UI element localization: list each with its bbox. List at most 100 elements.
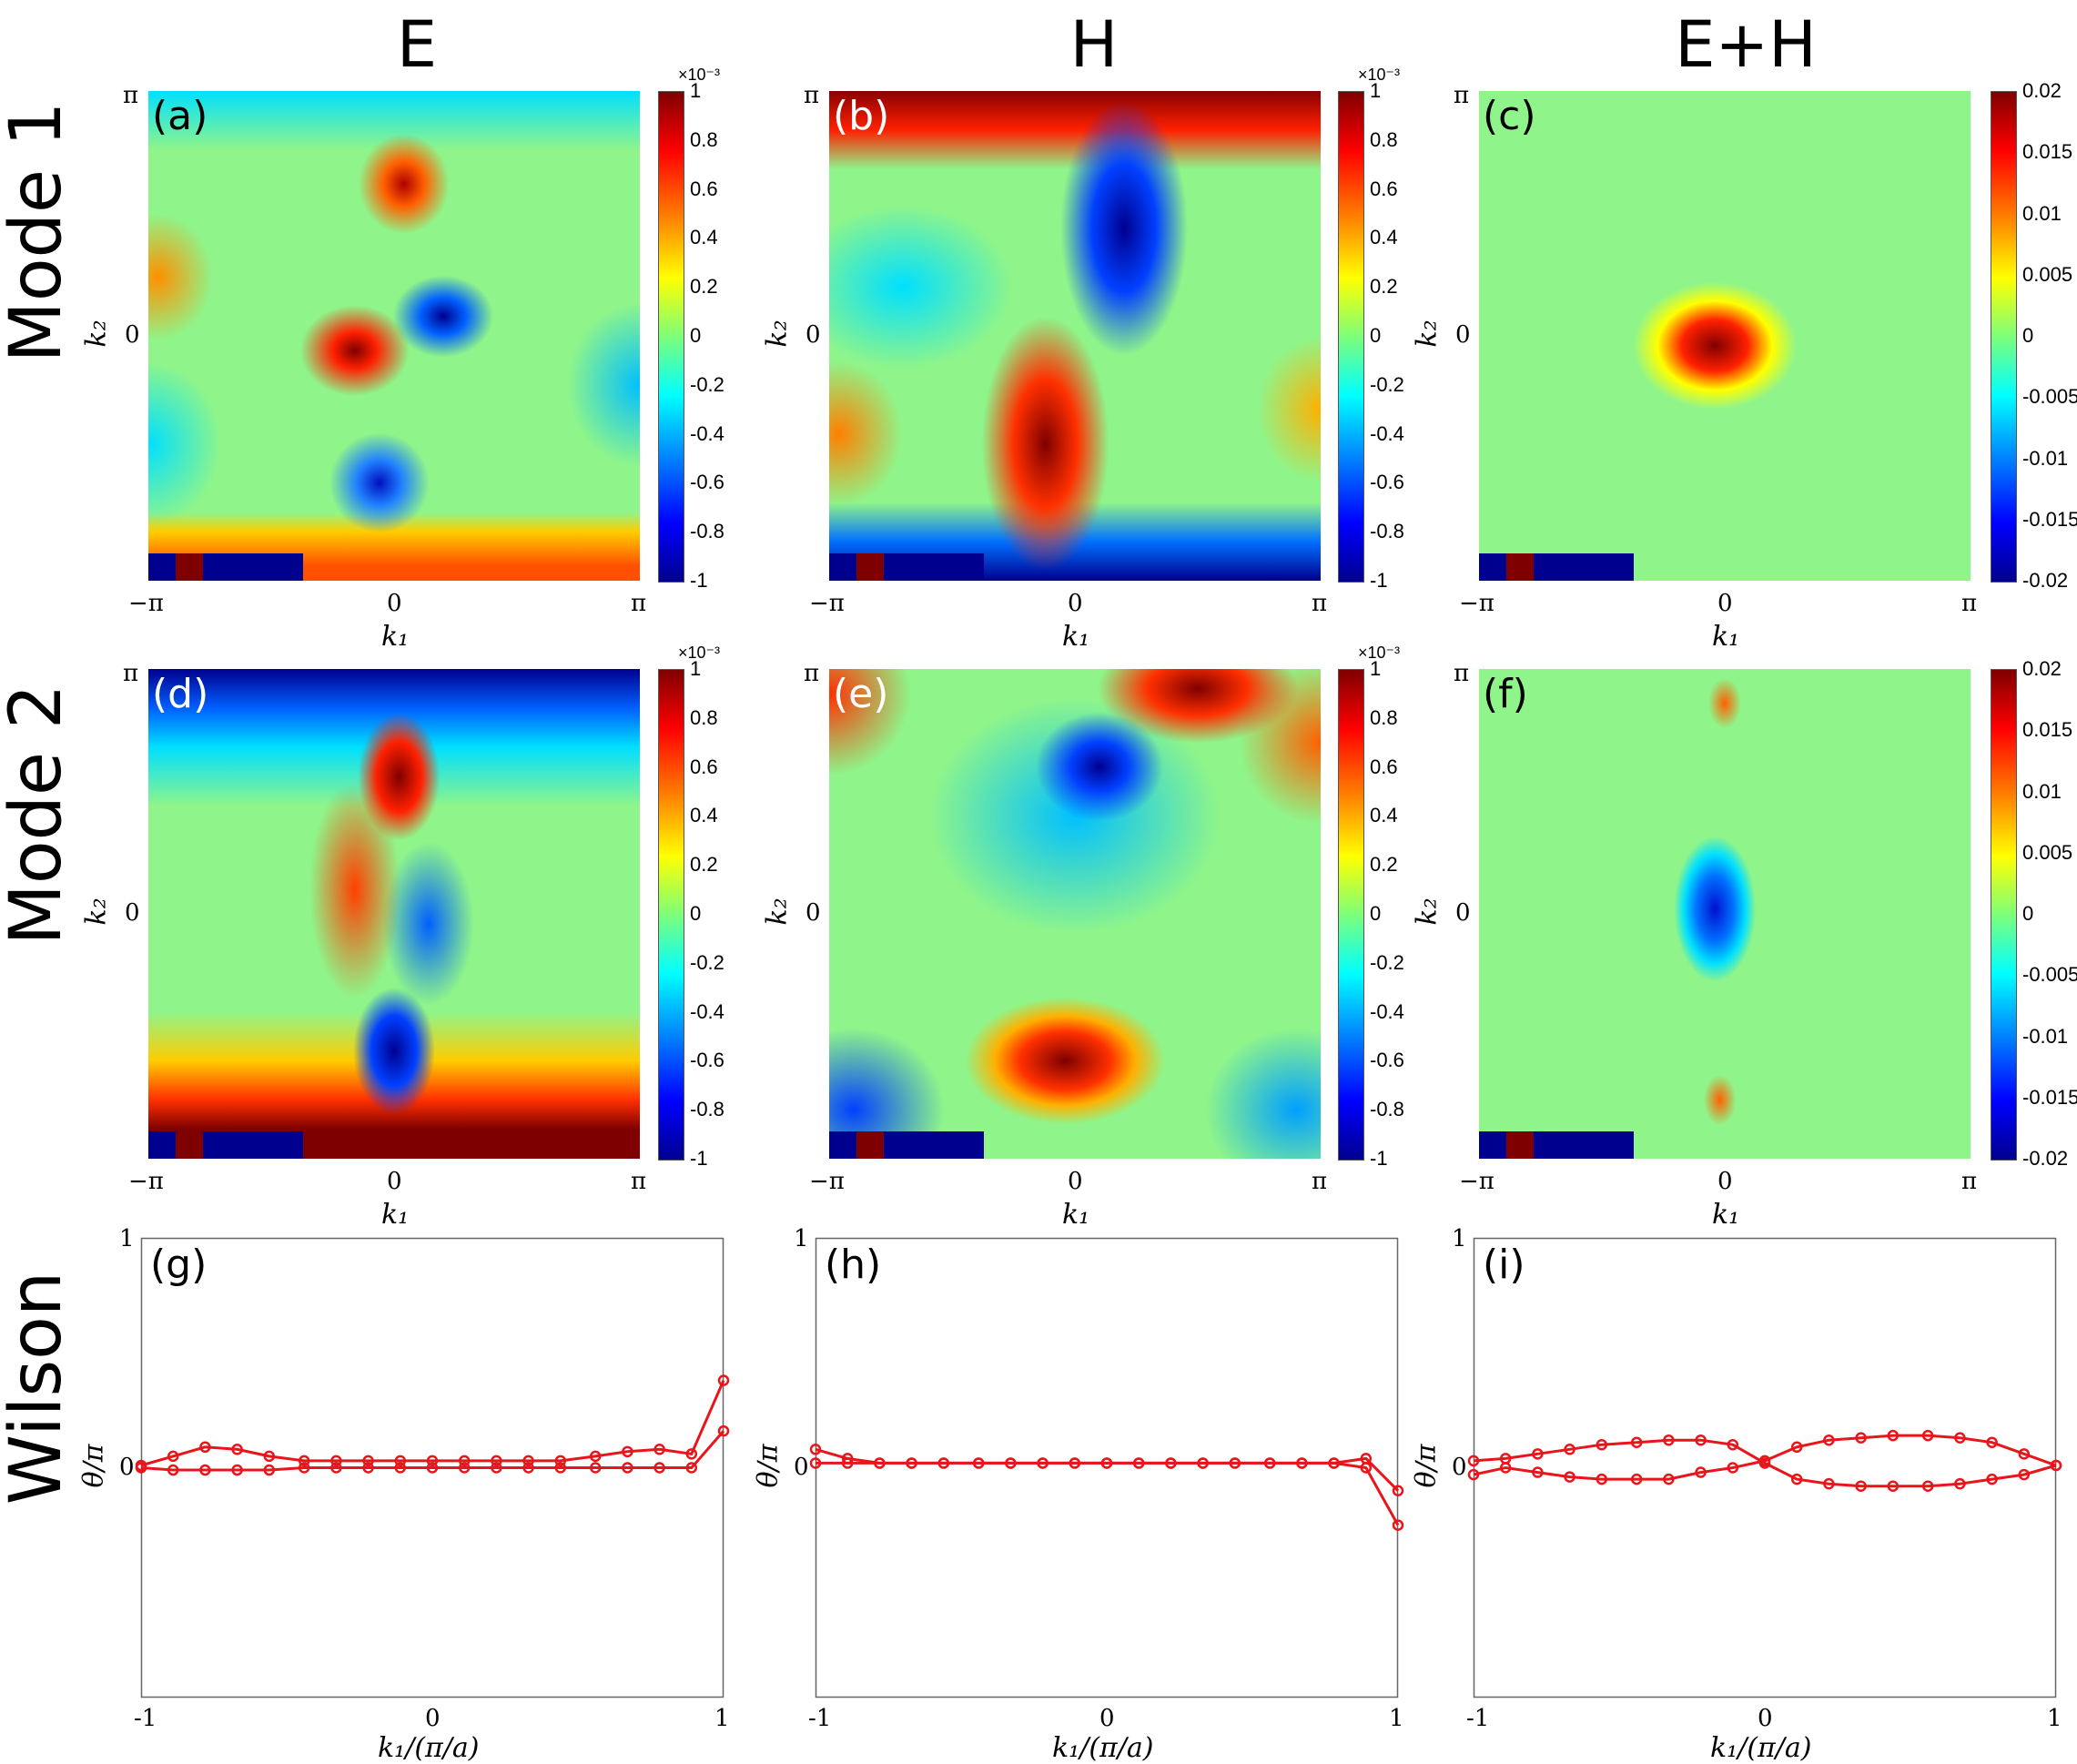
wilson-series-line-2 — [1473, 1434, 2057, 1481]
wilson-point — [362, 1455, 374, 1467]
wilson-point — [491, 1455, 502, 1467]
x-tick-label: π — [1961, 1168, 1978, 1195]
wilson-point — [231, 1464, 243, 1476]
x-tick-label: −π — [809, 590, 845, 617]
panel-label: (e) — [833, 671, 889, 717]
colorbar-tick-label: -0.005 — [2022, 385, 2077, 409]
wilson-point — [2050, 1459, 2062, 1472]
x-tick-label: 0 — [425, 1705, 441, 1732]
y-tick-label: π — [1454, 82, 1470, 109]
colorbar-tick-label: -1 — [690, 1147, 708, 1170]
y-axis-label: k₂ — [80, 897, 113, 926]
row-title-mode1: Mode 1 — [0, 101, 77, 363]
colorbar-tick-label: -0.015 — [2022, 1085, 2077, 1109]
wilson-point — [522, 1455, 534, 1467]
wilson-point — [1790, 1473, 1803, 1485]
y-axis-label: k₂ — [761, 319, 794, 348]
heatmap-e — [829, 669, 1321, 1159]
x-tick-label: 0 — [387, 1168, 402, 1195]
wilson-point — [653, 1444, 665, 1455]
colorbar-tick-label: -0.02 — [2022, 1147, 2069, 1170]
row-title-wilson: Wilson — [0, 1271, 77, 1505]
wilson-point — [362, 1462, 374, 1474]
panel-label: (g) — [150, 1242, 208, 1288]
heatmap-artifact-blocks — [1479, 1131, 1652, 1159]
colorbar-tick-label: -0.4 — [690, 421, 724, 445]
wilson-point — [1005, 1457, 1017, 1469]
wilson-plot-g — [135, 1237, 730, 1698]
heatmap-d — [148, 669, 640, 1159]
y-axis-label: k₂ — [1411, 319, 1444, 348]
wilson-point — [1887, 1429, 1900, 1442]
wilson-point — [874, 1457, 886, 1469]
wilson-point — [1727, 1462, 1739, 1474]
wilson-point — [1165, 1457, 1177, 1469]
colorbar-tick-label: -0.4 — [1370, 999, 1404, 1023]
wilson-point — [167, 1464, 179, 1476]
colorbar-tick-label: 0.2 — [690, 275, 718, 299]
x-tick-label: 0 — [1068, 1168, 1083, 1195]
colorbar-tick-label: 0.6 — [690, 177, 718, 200]
x-tick-label: π — [1961, 590, 1978, 617]
y-tick-label: 0 — [119, 1453, 135, 1481]
colorbar-tick-label: -0.015 — [2022, 507, 2077, 531]
y-tick-label: 0 — [805, 899, 821, 927]
colorbar-tick-label: -0.6 — [1370, 1049, 1404, 1072]
wilson-point — [394, 1462, 407, 1474]
colorbar-tick-label: 0 — [1370, 902, 1382, 925]
heatmap-c — [1479, 91, 1971, 581]
colorbar-tick-label: 0.01 — [2022, 201, 2062, 225]
y-tick-label: 0 — [125, 899, 140, 927]
panel-label: (d) — [152, 671, 209, 717]
wilson-point — [1197, 1457, 1209, 1469]
panel-label: (h) — [825, 1242, 882, 1288]
y-tick-label: 1 — [794, 1225, 809, 1252]
wilson-point — [1596, 1439, 1608, 1451]
y-axis-label: θ/π — [1410, 1444, 1443, 1487]
colorbar-tick-label: 0.015 — [2022, 140, 2073, 164]
colorbar-tick-label: 0.6 — [1370, 177, 1398, 200]
colorbar-tick-label: 0.2 — [690, 853, 718, 877]
wilson-point — [1532, 1448, 1544, 1460]
wilson-point — [199, 1464, 211, 1476]
colorbar-tick-label: -0.8 — [690, 520, 724, 543]
wilson-point — [263, 1450, 276, 1463]
wilson-point — [458, 1455, 471, 1467]
colorbar-tick-label: -0.8 — [1370, 520, 1404, 543]
colorbar-tick-label: 0.8 — [690, 705, 718, 729]
x-tick-label: 0 — [1099, 1705, 1115, 1732]
y-tick-label: 0 — [125, 321, 140, 349]
wilson-point — [426, 1462, 439, 1474]
x-axis-label: k₁ — [1062, 621, 1090, 653]
wilson-point — [394, 1455, 407, 1467]
colorbar-tick-label: 0.01 — [2022, 779, 2062, 803]
x-tick-label: 0 — [387, 590, 402, 617]
x-tick-label: -1 — [808, 1705, 832, 1732]
colorbar-tick-label: 1 — [690, 657, 702, 680]
wilson-point — [685, 1448, 698, 1460]
wilson-point — [589, 1450, 602, 1463]
wilson-point — [1954, 1477, 1966, 1490]
wilson-point — [2018, 1468, 2031, 1481]
colorbar — [1338, 91, 1364, 583]
panel-label: (b) — [833, 93, 890, 139]
y-axis-label: θ/π — [77, 1444, 110, 1487]
y-axis-label: θ/π — [752, 1444, 785, 1487]
wilson-point — [263, 1464, 276, 1476]
x-tick-label: 1 — [2047, 1705, 2062, 1732]
colorbar-tick-label: 0.8 — [1370, 705, 1398, 729]
wilson-point — [1467, 1455, 1480, 1467]
wilson-point — [1229, 1457, 1241, 1469]
wilson-point — [1887, 1480, 1900, 1492]
colorbar-tick-label: 0 — [1370, 324, 1382, 347]
plot-frame — [1473, 1237, 2057, 1698]
wilson-point — [1823, 1477, 1835, 1490]
y-tick-label: 0 — [1455, 899, 1471, 927]
wilson-series-line-1 — [815, 1447, 1400, 1492]
row-title-mode2: Mode 2 — [0, 684, 77, 946]
colorbar-tick-label: -1 — [690, 569, 708, 592]
x-axis-label: k₁ — [381, 1199, 410, 1231]
colorbar — [1991, 91, 2017, 583]
y-tick-label: π — [804, 82, 820, 109]
colorbar-exponent: ×10⁻³ — [1358, 644, 1401, 662]
